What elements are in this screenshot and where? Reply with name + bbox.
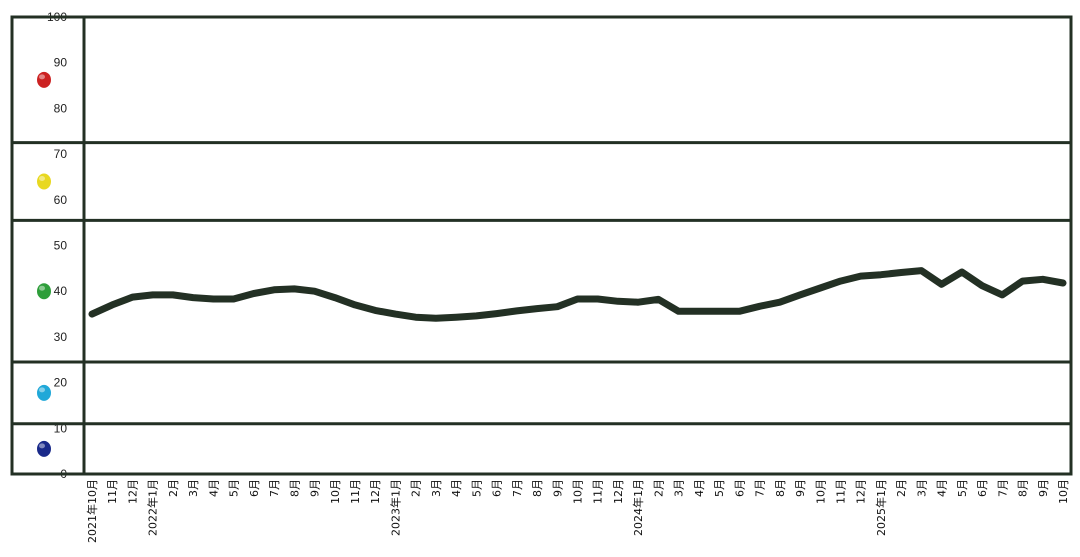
x-tick-label: 11月 — [349, 479, 362, 504]
x-tick-label: 9月 — [1037, 479, 1050, 497]
x-tick-label: 10月 — [814, 479, 827, 504]
x-tick-label: 2023年1月 — [388, 479, 402, 536]
x-tick-label: 2024年1月 — [631, 479, 645, 536]
x-tick-label: 4月 — [693, 479, 706, 497]
zone-dots — [37, 71, 51, 457]
green-dot-icon — [37, 283, 51, 300]
x-tick-label: 4月 — [207, 479, 220, 497]
cyan-dot-icon — [37, 384, 51, 401]
x-tick-label: 10月 — [329, 479, 342, 504]
x-tick-label: 2月 — [895, 479, 908, 497]
x-tick-label: 12月 — [612, 479, 625, 504]
x-tick-label: 9月 — [794, 479, 807, 497]
y-tick-label: 30 — [54, 330, 68, 344]
x-tick-label: 7月 — [511, 479, 524, 497]
x-tick-label: 7月 — [268, 479, 281, 497]
x-tick-label: 9月 — [309, 479, 322, 497]
x-tick-label: 2月 — [652, 479, 665, 497]
x-tick-label: 11月 — [106, 479, 119, 504]
x-tick-label: 6月 — [491, 479, 504, 497]
x-tick-label: 5月 — [956, 479, 969, 497]
x-tick-label: 3月 — [430, 479, 443, 497]
x-tick-label: 4月 — [936, 479, 949, 497]
x-tick-label: 11月 — [835, 479, 848, 504]
x-tick-label: 8月 — [531, 479, 544, 497]
y-tick-label: 70 — [54, 147, 68, 161]
x-tick-label: 12月 — [127, 479, 140, 504]
x-tick-label: 6月 — [248, 479, 261, 497]
x-tick-label: 9月 — [551, 479, 564, 497]
x-tick-label: 8月 — [774, 479, 787, 497]
x-tick-label: 3月 — [673, 479, 686, 497]
frame — [10, 15, 1073, 476]
x-tick-label: 12月 — [369, 479, 382, 504]
x-tick-label: 11月 — [592, 479, 605, 504]
x-tick-label: 5月 — [228, 479, 241, 497]
y-tick-label: 50 — [54, 239, 68, 253]
y-tick-label: 60 — [54, 193, 68, 207]
y-tick-label: 80 — [54, 101, 68, 115]
x-tick-label: 8月 — [1017, 479, 1030, 497]
x-tick-label: 6月 — [976, 479, 989, 497]
blue-dot-icon — [37, 440, 51, 457]
x-tick-label: 2025年1月 — [874, 479, 888, 536]
plot-border — [10, 15, 1073, 476]
x-tick-label: 5月 — [713, 479, 726, 497]
x-tick-label: 10月 — [1057, 479, 1070, 504]
x-tick-label: 7月 — [754, 479, 767, 497]
y-tick-label: 40 — [54, 284, 68, 298]
y-tick-label: 90 — [54, 56, 68, 70]
x-tick-label: 2月 — [410, 479, 423, 497]
x-tick-label: 5月 — [470, 479, 483, 497]
x-tick-label: 2022年1月 — [146, 479, 160, 536]
x-tick-label: 12月 — [855, 479, 868, 504]
x-tick-label: 8月 — [288, 479, 301, 497]
red-dot-icon — [37, 71, 51, 88]
x-tick-label: 2021年10月 — [85, 479, 99, 543]
x-tick-label: 7月 — [996, 479, 1009, 497]
series-line — [88, 267, 1067, 322]
yellow-dot-icon — [37, 173, 51, 190]
x-axis-ticks: 2021年10月 11月 12月 2022年1月 2月 3月 4月 5月 6月 7月 8月 9月 10月… — [85, 479, 1070, 543]
x-tick-label: 2月 — [167, 479, 180, 497]
x-tick-label: 6月 — [733, 479, 746, 497]
y-tick-label: 20 — [54, 376, 68, 390]
x-tick-label: 3月 — [915, 479, 928, 497]
x-tick-label: 10月 — [572, 479, 585, 504]
x-tick-label: 3月 — [187, 479, 200, 497]
x-tick-label: 4月 — [450, 479, 463, 497]
